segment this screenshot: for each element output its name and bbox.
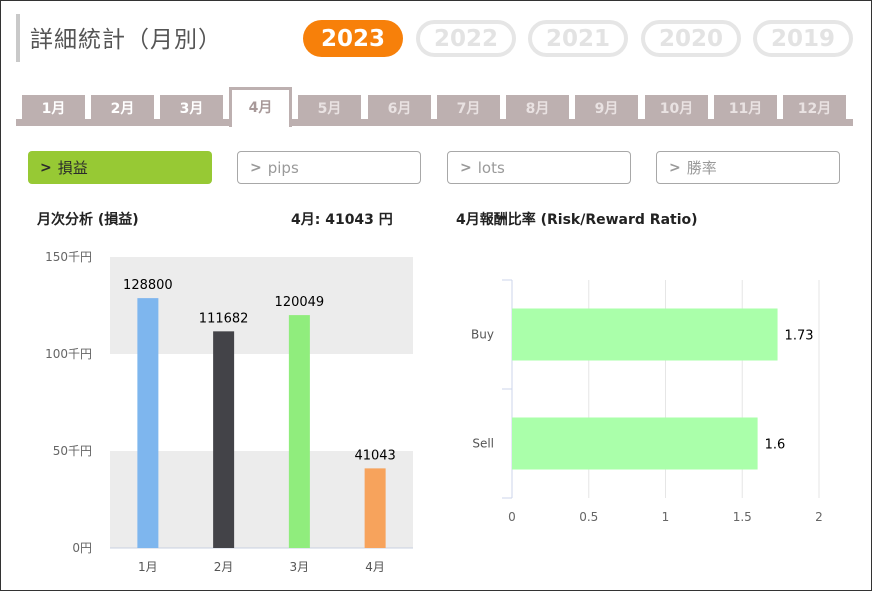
chevron-right-icon: > [40, 159, 52, 176]
bar [512, 308, 778, 361]
metric-lots-button[interactable]: > lots [447, 151, 631, 184]
x-tick-label: 4月 [365, 560, 385, 574]
tab-month-9[interactable]: 9月 [575, 95, 638, 121]
data-label: 1.6 [765, 438, 786, 453]
x-tick-label: 2月 [214, 560, 234, 574]
x-tick-label: 2 [815, 510, 823, 524]
grid-band [110, 451, 413, 548]
year-2022-button[interactable]: 2022 [416, 20, 516, 57]
bar [288, 315, 310, 548]
rr-chart-heading: 4月報酬比率 (Risk/Reward Ratio) [456, 212, 698, 228]
metric-label: lots [477, 158, 505, 177]
metric-winrate-button[interactable]: > 勝率 [656, 151, 840, 184]
tab-month-7[interactable]: 7月 [437, 95, 500, 121]
bar [364, 468, 386, 548]
chevron-right-icon: > [460, 159, 472, 176]
title-accent-bar [16, 14, 20, 62]
tab-month-2[interactable]: 2月 [91, 95, 154, 121]
bar [512, 417, 758, 470]
chevron-right-icon: > [669, 159, 681, 176]
x-tick-label: 3月 [290, 560, 310, 574]
month-tab-baseline [16, 119, 853, 126]
category-label: Buy [471, 328, 494, 342]
tab-month-5[interactable]: 5月 [298, 95, 361, 121]
tab-month-1[interactable]: 1月 [22, 95, 85, 121]
monthly-chart-heading: 月次分析 (損益) [37, 212, 139, 228]
year-2020-button[interactable]: 2020 [641, 20, 741, 57]
x-tick-label: 1 [662, 510, 670, 524]
tab-month-3[interactable]: 3月 [160, 95, 223, 121]
x-tick-label: 0.5 [579, 510, 598, 524]
y-tick-label: 50千円 [53, 444, 92, 458]
tab-month-8[interactable]: 8月 [506, 95, 569, 121]
page-title: 詳細統計（月別） [30, 27, 222, 53]
data-label: 1.73 [785, 329, 814, 344]
x-tick-label: 1月 [138, 560, 158, 574]
y-tick-label: 0円 [72, 541, 92, 555]
bar [213, 331, 235, 548]
tab-month-12[interactable]: 12月 [783, 95, 846, 121]
metric-profit-button[interactable]: > 損益 [28, 151, 212, 184]
year-2023-button[interactable]: 2023 [303, 20, 403, 57]
chevron-right-icon: > [250, 159, 262, 176]
category-label: Sell [472, 437, 494, 451]
metric-label: 勝率 [686, 159, 717, 177]
y-tick-label: 150千円 [45, 250, 92, 264]
year-2019-button[interactable]: 2019 [753, 20, 853, 57]
y-tick-label: 100千円 [45, 347, 92, 361]
bar [137, 298, 159, 548]
risk-reward-chart: 0 0.5 1 1.5 2 1.73 Buy 1.6 Sell [471, 279, 823, 524]
data-label: 128800 [123, 278, 173, 293]
metric-label: pips [267, 158, 299, 177]
metric-pips-button[interactable]: > pips [237, 151, 421, 184]
x-tick-label: 0 [508, 510, 516, 524]
data-label: 111682 [199, 311, 249, 326]
monthly-profit-chart: 0円 50千円 100千円 150千円 128800 1月 111682 2月 120049 3月… [45, 250, 413, 574]
grid-band [110, 257, 413, 354]
tab-month-10[interactable]: 10月 [645, 95, 708, 121]
year-2021-button[interactable]: 2021 [528, 20, 628, 57]
metric-label: 損益 [57, 159, 88, 177]
tab-month-4[interactable]: 4月 [229, 87, 292, 127]
x-tick-label: 1.5 [733, 510, 752, 524]
data-label: 120049 [275, 295, 325, 310]
tab-month-11[interactable]: 11月 [714, 95, 777, 121]
data-label: 41043 [354, 448, 395, 463]
monthly-summary: 4月: 41043 円 [291, 212, 393, 228]
tab-month-6[interactable]: 6月 [368, 95, 431, 121]
